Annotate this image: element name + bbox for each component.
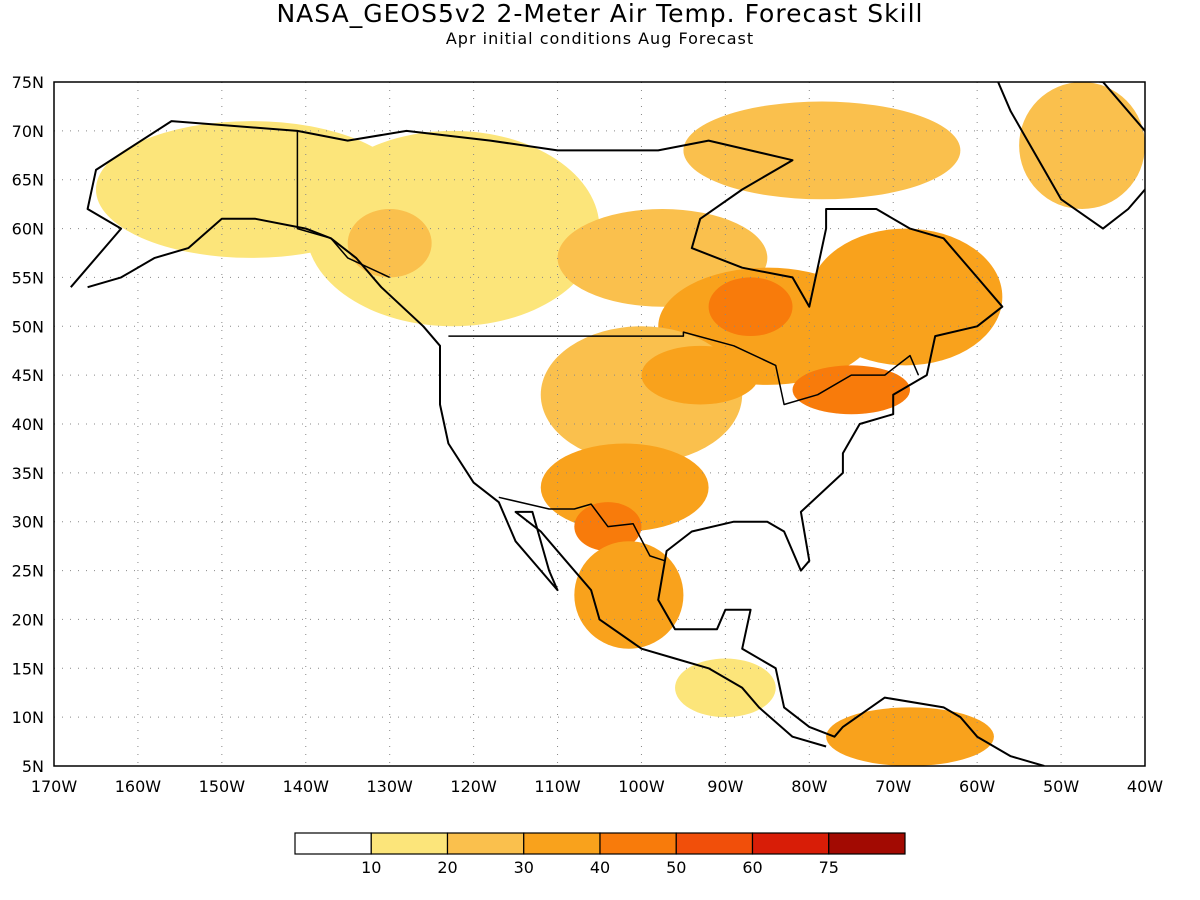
colorbar: 10 20 30 40 50 60 75 <box>294 832 906 877</box>
coastline-pacific <box>87 217 827 748</box>
skill-region-northeast-us <box>792 365 911 415</box>
skill-region-greenland <box>1019 82 1145 210</box>
skill-region-upper-midwest <box>641 345 759 405</box>
map-frame <box>53 81 1146 767</box>
border-us-canada <box>296 130 391 279</box>
colorbar-label: 30 <box>514 858 534 877</box>
colorbar-swatch <box>370 832 449 855</box>
colorbar-label: 20 <box>437 858 457 877</box>
lat-label: 70N <box>12 122 44 141</box>
lon-label: 90W <box>707 777 743 796</box>
lon-label: 70W <box>875 777 911 796</box>
longitude-labels: 170W 160W 150W 140W 130W 120W 110W 100W 90W 80W 70… <box>31 777 1163 796</box>
lon-label: 110W <box>534 777 581 796</box>
map-subtitle: Apr initial conditions Aug Forecast <box>445 29 755 48</box>
colorbar-swatch <box>751 832 830 855</box>
lat-label: 55N <box>12 268 44 287</box>
skill-region-ontario-core <box>708 277 793 337</box>
skill-region-central-america <box>675 658 776 718</box>
lat-label: 30N <box>12 513 44 532</box>
lon-label: 160W <box>115 777 162 796</box>
lat-label: 20N <box>12 610 44 629</box>
border-us-mexico <box>498 496 666 562</box>
lat-label: 25N <box>12 562 44 581</box>
skill-shading <box>95 82 1145 766</box>
skill-region-quebec <box>809 228 1003 366</box>
colorbar-label: 60 <box>742 858 762 877</box>
colorbar-label: 40 <box>590 858 610 877</box>
lon-label: 140W <box>283 777 330 796</box>
skill-region-southern-plains <box>540 443 709 532</box>
lon-label: 80W <box>791 777 827 796</box>
lat-label: 50N <box>12 317 44 336</box>
lon-label: 130W <box>367 777 414 796</box>
skill-region-south-america <box>826 707 994 766</box>
lat-label: 75N <box>12 73 44 92</box>
lon-label: 170W <box>31 777 78 796</box>
colorbar-label: 10 <box>361 858 381 877</box>
skill-region-arctic-islands <box>683 101 961 200</box>
colorbar-swatch <box>675 832 754 855</box>
lat-label: 35N <box>12 464 44 483</box>
colorbar-swatch <box>599 832 677 855</box>
coastlines <box>70 82 1145 766</box>
lon-label: 120W <box>450 777 497 796</box>
latitude-labels: 5N 10N 15N 20N 25N 30N 35N 40N 45N 50N 55N 60N 65N 70… <box>12 73 44 776</box>
border-us-canada-49 <box>448 331 920 406</box>
lat-label: 60N <box>12 220 44 239</box>
lat-label: 15N <box>12 659 44 678</box>
coastline-alaska <box>70 120 1045 766</box>
colorbar-swatch <box>523 832 601 855</box>
lat-label: 65N <box>12 171 44 190</box>
lat-label: 5N <box>22 757 44 776</box>
lat-label: 45N <box>12 366 44 385</box>
skill-region-west-canada <box>305 130 600 327</box>
skill-region-nw-coast <box>347 209 432 278</box>
lon-label: 40W <box>1127 777 1163 796</box>
lon-label: 50W <box>1043 777 1079 796</box>
lat-label: 10N <box>12 708 44 727</box>
lon-label: 150W <box>199 777 246 796</box>
colorbar-label: 75 <box>819 858 839 877</box>
coastline-greenland <box>997 82 1145 230</box>
lon-label: 100W <box>618 777 665 796</box>
lat-label: 40N <box>12 415 44 434</box>
colorbar-swatch <box>446 832 525 855</box>
colorbar-swatch <box>828 832 906 855</box>
lon-label: 60W <box>959 777 995 796</box>
skill-region-mexico <box>574 541 684 649</box>
map-title: NASA_GEOS5v2 2-Meter Air Temp. Forecast … <box>276 0 924 28</box>
colorbar-label: 50 <box>666 858 686 877</box>
colorbar-swatch <box>294 832 372 855</box>
